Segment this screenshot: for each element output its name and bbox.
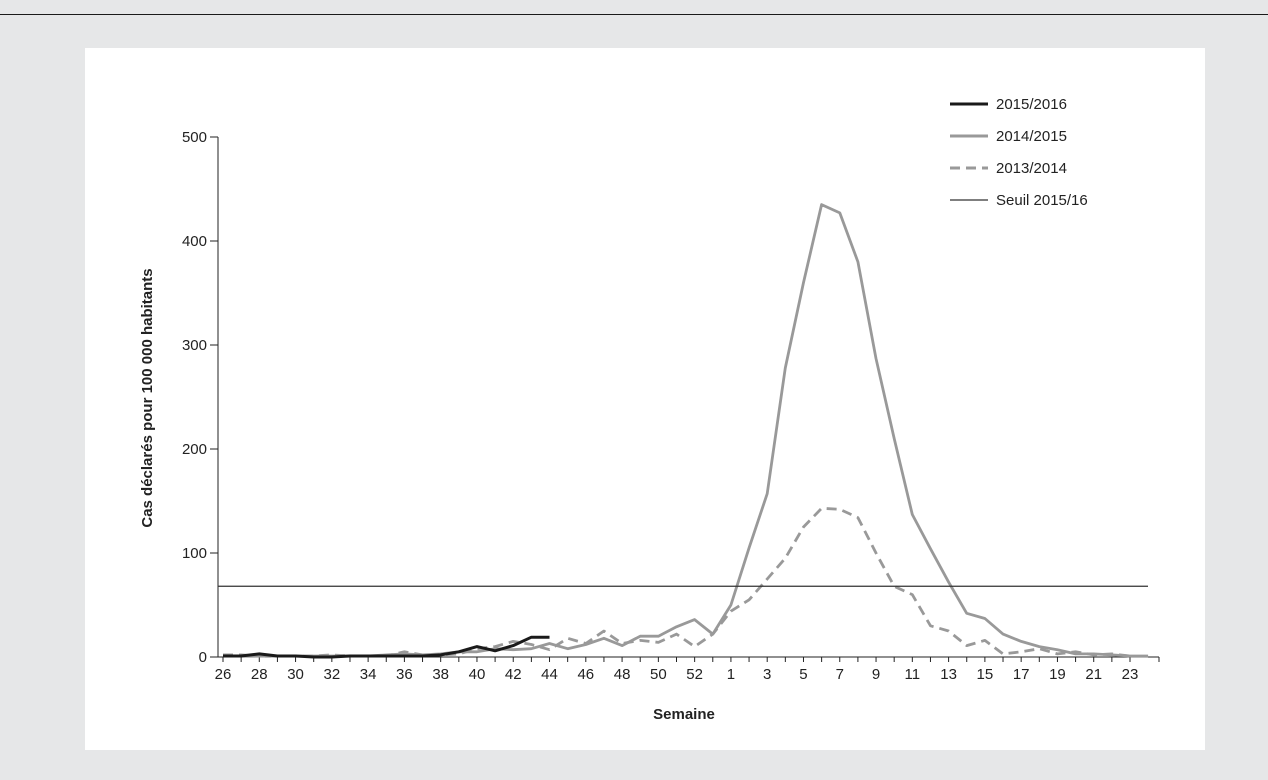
x-tick-label: 19 <box>1049 666 1066 683</box>
y-tick-label: 300 <box>182 337 207 354</box>
x-tick-label: 48 <box>614 666 631 683</box>
x-tick-label: 28 <box>251 666 268 683</box>
x-tick-label: 13 <box>940 666 957 683</box>
legend-label: 2015/2016 <box>996 96 1067 113</box>
series-2015-2016-line <box>223 635 550 659</box>
series-2013-2014-line <box>223 506 1131 658</box>
x-tick-label: 3 <box>763 666 771 683</box>
y-tick-label: 0 <box>199 649 207 666</box>
legend: 2015/2016 2014/2015 2013/2014 Seuil 2015/16 <box>950 96 1088 209</box>
x-tick-label: 21 <box>1085 666 1102 683</box>
x-tick-label: 34 <box>360 666 377 683</box>
y-axis-title: Cas déclarés pour 100 000 habitants <box>139 268 156 527</box>
series-2014-2015-line <box>223 203 1149 658</box>
top-rule <box>0 14 1268 15</box>
x-tick-label: 17 <box>1013 666 1030 683</box>
legend-label: 2014/2015 <box>996 128 1067 145</box>
x-tick-label: 26 <box>215 666 232 683</box>
legend-label: Seuil 2015/16 <box>996 192 1088 209</box>
y-tick-label: 100 <box>182 545 207 562</box>
x-tick-label: 36 <box>396 666 413 683</box>
y-tick-label: 200 <box>182 441 207 458</box>
x-tick-label: 38 <box>432 666 449 683</box>
y-tick-label: 400 <box>182 233 207 250</box>
x-tick-label: 1 <box>727 666 735 683</box>
legend-label: 2013/2014 <box>996 160 1067 177</box>
x-tick-label: 15 <box>977 666 994 683</box>
x-tick-label: 40 <box>469 666 486 683</box>
series-layer <box>218 203 1149 659</box>
x-tick-label: 44 <box>541 666 558 683</box>
x-tick-label: 46 <box>577 666 594 683</box>
x-axis-title: Semaine <box>653 706 715 723</box>
x-tick-label: 42 <box>505 666 522 683</box>
x-tick-label: 52 <box>686 666 703 683</box>
axes: 0 100 200 300 400 500 26 28 30 32 34 36 38 40 42 44 46 48… <box>182 129 1160 683</box>
x-tick-label: 32 <box>323 666 340 683</box>
x-tick-label: 30 <box>287 666 304 683</box>
chart-panel <box>85 48 1205 750</box>
x-tick-label: 11 <box>905 666 921 683</box>
x-tick-label: 23 <box>1122 666 1139 683</box>
y-tick-label: 500 <box>182 129 207 146</box>
x-tick-label: 50 <box>650 666 667 683</box>
x-tick-label: 7 <box>836 666 844 683</box>
x-tick-label: 9 <box>872 666 880 683</box>
x-tick-label: 5 <box>799 666 807 683</box>
